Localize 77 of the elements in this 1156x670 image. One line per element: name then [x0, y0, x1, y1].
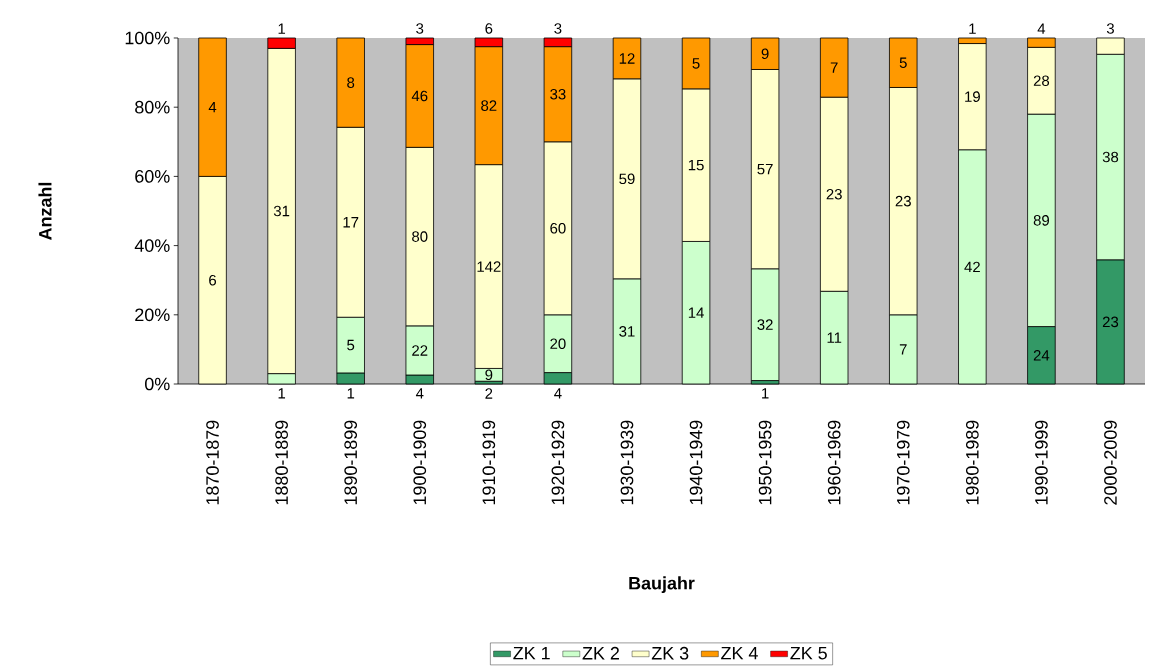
y-axis-title: Anzahl [38, 182, 52, 240]
annotation: 28 [1033, 75, 1050, 87]
x-tick-label: 1950-1959 [758, 420, 772, 505]
legend-label: ZK 5 [790, 646, 827, 660]
annotation: 9 [485, 369, 493, 381]
annotation: 23 [826, 188, 842, 200]
x-tick-label: 1870-1879 [206, 420, 219, 505]
annotation: 24 [1033, 350, 1050, 361]
legend-label: ZK 3 [651, 646, 689, 660]
text: 1 [278, 388, 286, 399]
text: 2 [485, 388, 493, 399]
annotation: 15 [688, 159, 704, 171]
annotation: 22 [412, 345, 428, 356]
y-tick-label: 0% [145, 377, 170, 391]
x-tick-label: 1990-1999 [1035, 420, 1048, 505]
x-tick-label: 1980-1989 [965, 420, 979, 505]
x-tick-label: 1940-1949 [689, 420, 703, 505]
text: 3 [416, 23, 424, 34]
x-tick-label: 1920-1929 [551, 420, 565, 505]
y-tick-label: 20% [135, 308, 170, 322]
y-tick-label: 80% [135, 100, 170, 114]
annotation: 46 [411, 90, 428, 102]
annotation: 7 [830, 62, 838, 73]
annotation: 11 [827, 332, 842, 343]
x-tick-label: 1900-1909 [413, 420, 427, 505]
annotation: 17 [343, 217, 359, 228]
text: 3 [554, 23, 562, 34]
text: 1 [278, 23, 286, 34]
text: 1 [347, 388, 355, 399]
annotation: 8 [347, 77, 355, 88]
annotation: 33 [550, 88, 566, 100]
annotation: 5 [692, 58, 700, 69]
annotation: 5 [899, 57, 907, 68]
annotation: 89 [1033, 215, 1049, 226]
annotation: 5 [347, 339, 355, 351]
text: 1 [969, 23, 976, 34]
text: 6 [485, 23, 493, 34]
annotation: 38 [1102, 151, 1119, 163]
legend-label: ZK 4 [721, 646, 758, 660]
annotation: 4 [208, 102, 217, 113]
x-tick-label: 2000-2009 [1104, 420, 1117, 505]
x-axis-title: Baujahr [629, 576, 695, 594]
annotation: 14 [688, 307, 704, 318]
annotation: 7 [899, 344, 907, 355]
annotation: 31 [273, 205, 290, 217]
annotation: 82 [481, 100, 497, 111]
annotation: 59 [619, 173, 635, 185]
x-tick-label: 1970-1979 [896, 420, 910, 505]
annotation: 142 [477, 261, 501, 272]
text: 4 [415, 388, 424, 399]
annotation: 32 [757, 319, 773, 330]
annotation: 60 [550, 223, 566, 234]
annotation: 42 [964, 261, 980, 273]
annotation: 6 [209, 274, 217, 286]
x-tick-label: 1890-1899 [344, 420, 358, 505]
y-tick-label: 100% [125, 31, 170, 45]
x-tick-label: 1880-1889 [275, 420, 288, 505]
y-tick-label: 40% [134, 239, 170, 252]
annotation: 80 [412, 231, 428, 242]
legend-label: ZK 1 [513, 646, 550, 660]
legend-label: ZK 2 [582, 646, 619, 660]
x-tick-label: 1910-1919 [482, 420, 496, 505]
annotation: 9 [761, 48, 769, 60]
annotation: 20 [550, 338, 566, 349]
text: 4 [1037, 23, 1046, 34]
y-tick-label: 60% [135, 170, 170, 183]
text: 1 [762, 388, 769, 399]
x-tick-label: 1960-1969 [827, 420, 841, 505]
text: 3 [1106, 23, 1114, 34]
annotation: 19 [965, 91, 980, 102]
text: 4 [554, 388, 562, 399]
annotation: 23 [895, 195, 911, 207]
annotation: 12 [619, 53, 635, 64]
x-tick-label: 1930-1939 [620, 420, 634, 505]
annotation: 23 [1102, 316, 1119, 328]
annotation: 57 [757, 163, 773, 175]
annotation: 31 [619, 326, 635, 337]
